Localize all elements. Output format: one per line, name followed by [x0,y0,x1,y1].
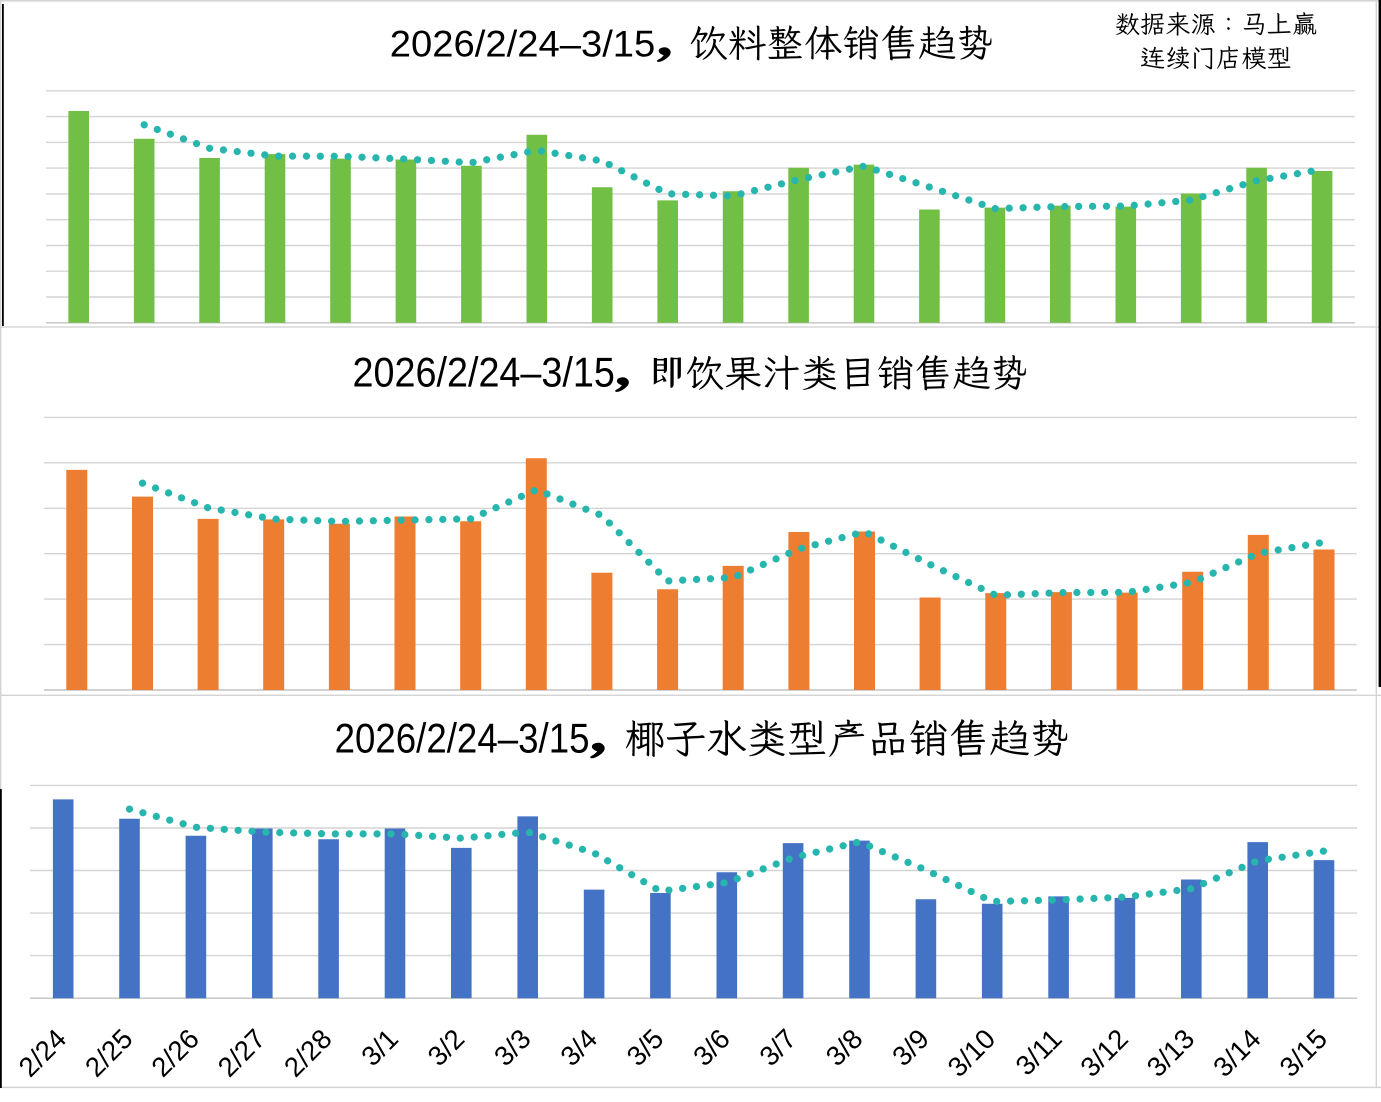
svg-text:2026/2/24–3/15: 2026/2/24–3/15 [353,348,615,395]
svg-text:2026/2/24–3/15: 2026/2/24–3/15 [390,22,656,64]
svg-text:2026/2/24–3/15: 2026/2/24–3/15 [335,714,590,761]
